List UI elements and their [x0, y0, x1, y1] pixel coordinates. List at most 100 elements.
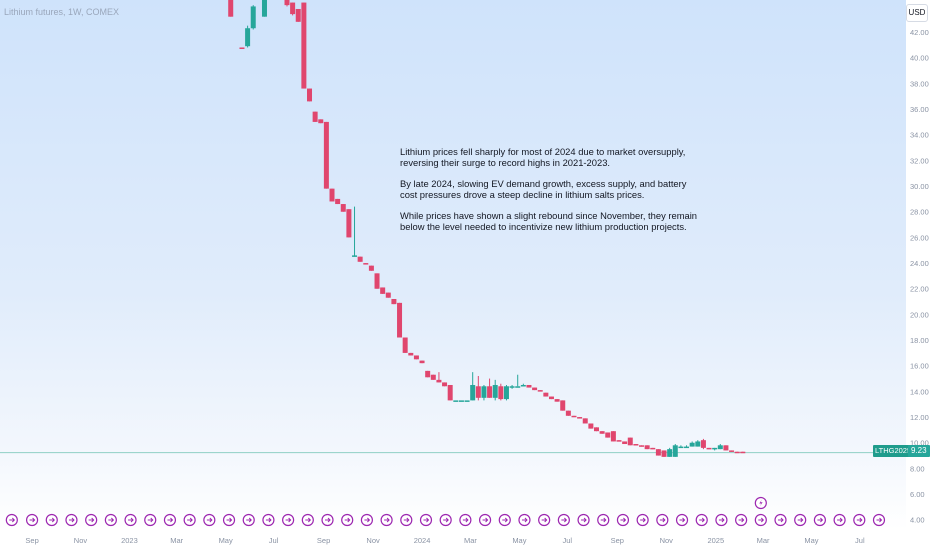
dividend-marker-icon[interactable] — [675, 513, 689, 527]
y-tick-label: 42.00 — [910, 28, 929, 37]
x-tick-label: Jul — [855, 536, 865, 545]
candle-down — [357, 256, 363, 262]
candle-up — [470, 384, 476, 401]
candle-down — [706, 447, 712, 450]
dividend-marker-icon[interactable] — [813, 513, 827, 527]
dividend-marker-icon[interactable] — [400, 513, 413, 527]
dividend-marker-icon[interactable] — [518, 513, 531, 527]
candle-down — [616, 440, 622, 442]
x-tick-label: May — [512, 536, 526, 545]
candle-down — [605, 432, 611, 438]
dividend-marker-icon[interactable] — [754, 513, 767, 527]
dividend-marker-icon[interactable] — [419, 513, 433, 527]
dividend-marker-icon[interactable] — [794, 513, 807, 527]
dividend-marker-icon[interactable] — [301, 513, 314, 527]
dividend-marker-icon[interactable] — [616, 513, 630, 527]
dividend-marker-icon[interactable] — [715, 513, 728, 527]
x-tick-label: Nov — [366, 536, 380, 545]
dividend-marker-icon[interactable] — [262, 513, 275, 527]
candle-up — [695, 441, 701, 447]
candle-down — [582, 418, 588, 424]
dividend-marker-icon[interactable] — [85, 513, 98, 527]
candle-down — [532, 387, 538, 391]
dividend-marker-icon[interactable] — [577, 513, 590, 527]
x-tick-label: Mar — [757, 536, 770, 545]
y-tick-label: 34.00 — [910, 131, 929, 140]
y-tick-label: 12.00 — [910, 413, 929, 422]
candle-up — [684, 446, 690, 449]
annotation-paragraph-2: By late 2024, slowing EV demand growth, … — [400, 178, 687, 200]
candle-down — [380, 287, 386, 294]
last-price-tag: 9.23 — [908, 445, 930, 457]
dividend-marker-icon[interactable] — [203, 513, 216, 527]
dividend-marker-icon[interactable] — [557, 513, 570, 527]
dividend-marker-icon[interactable] — [242, 513, 255, 527]
candle-down — [228, 0, 234, 17]
candle-up — [712, 447, 718, 450]
dividend-marker-icon[interactable] — [695, 513, 708, 527]
dividend-marker-icon[interactable] — [222, 513, 236, 527]
currency-button[interactable]: USD — [906, 4, 928, 22]
candle-down — [374, 273, 380, 289]
dividend-marker-icon[interactable] — [872, 513, 886, 527]
symbol-tag: LTHG2025 — [873, 445, 914, 457]
candle-up — [458, 400, 464, 402]
dividend-marker-icon[interactable] — [853, 513, 866, 527]
dividend-marker-icon[interactable] — [597, 513, 610, 527]
candle-down — [402, 337, 408, 353]
dividend-marker-icon[interactable] — [45, 513, 58, 527]
dividend-marker-icon[interactable] — [25, 513, 39, 527]
candle-down — [650, 447, 656, 450]
dividend-marker-icon[interactable] — [360, 513, 374, 527]
x-tick-label: Sep — [611, 536, 624, 545]
dividend-marker-icon[interactable] — [65, 513, 78, 527]
x-tick-label: 2023 — [121, 536, 138, 545]
dividend-marker-icon[interactable] — [459, 513, 472, 527]
dividend-marker-icon[interactable] — [478, 513, 492, 527]
candle-down — [734, 451, 740, 454]
chart-plot-background[interactable] — [0, 0, 906, 530]
dividend-marker-icon[interactable] — [5, 513, 18, 527]
x-tick-label: Sep — [317, 536, 330, 545]
dividend-marker-icon[interactable] — [498, 513, 511, 527]
dividend-marker-icon[interactable] — [636, 513, 649, 527]
dividend-marker-icon[interactable] — [321, 513, 334, 527]
dividend-marker-icon[interactable] — [282, 513, 295, 527]
candle-up — [509, 386, 515, 388]
candle-down — [537, 390, 543, 392]
candle-down — [543, 392, 549, 397]
dividend-marker-icon[interactable] — [380, 513, 393, 527]
x-tick-label: May — [219, 536, 233, 545]
candle-down — [363, 263, 369, 265]
y-tick-label: 36.00 — [910, 105, 929, 114]
dividend-marker-icon[interactable] — [183, 513, 196, 527]
candle-down — [239, 47, 245, 49]
y-tick-label: 32.00 — [910, 156, 929, 165]
candle-up — [453, 400, 459, 402]
candle-down — [565, 410, 571, 416]
candle-down — [447, 384, 453, 401]
annotation-note: Lithium prices fell sharply for most of … — [400, 146, 700, 242]
dividend-marker-icon[interactable] — [439, 513, 452, 527]
candle-down — [436, 379, 442, 383]
annotation-paragraph-1: Lithium prices fell sharply for most of … — [400, 146, 686, 168]
dividend-marker-icon[interactable] — [163, 513, 177, 527]
dividend-marker-icon[interactable] — [774, 513, 787, 527]
lightning-icon[interactable] — [754, 496, 767, 510]
x-tick-label: Jul — [269, 536, 279, 545]
dividend-marker-icon[interactable] — [538, 513, 551, 527]
chart-title: Lithium futures, 1W, COMEX — [4, 7, 120, 17]
dividend-marker-icon[interactable] — [341, 513, 354, 527]
y-tick-label: 24.00 — [910, 259, 929, 268]
y-tick-label: 20.00 — [910, 310, 929, 319]
dividend-marker-icon[interactable] — [735, 513, 748, 527]
dividend-marker-icon[interactable] — [833, 513, 846, 527]
candle-down — [644, 445, 650, 450]
y-tick-label: 16.00 — [910, 362, 929, 371]
candle-up — [352, 255, 358, 257]
dividend-marker-icon[interactable] — [104, 513, 117, 527]
dividend-marker-icon[interactable] — [656, 513, 669, 527]
dividend-marker-icon[interactable] — [144, 513, 157, 527]
dividend-marker-icon[interactable] — [124, 513, 137, 527]
